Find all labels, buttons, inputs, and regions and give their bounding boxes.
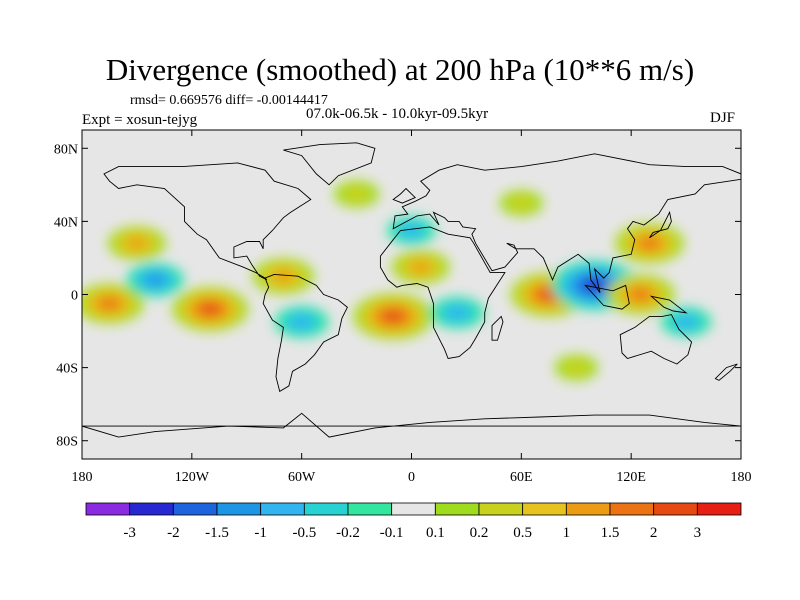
colorbar-swatch: [129, 502, 174, 516]
anomaly-contour: [273, 270, 294, 283]
anomaly-contour: [445, 305, 469, 320]
coastline: [392, 187, 416, 204]
colorbar-swatch: [653, 502, 698, 516]
anomaly-contour: [290, 315, 314, 329]
anomaly-contour: [401, 224, 422, 237]
colorbar-swatch: [609, 502, 655, 516]
x-tick-label: 180: [731, 470, 752, 485]
stats-line: rmsd= 0.669576 diff= -0.00144417: [130, 93, 328, 108]
colorbar: -3 -2 -1.5 -1 -0.5 -0.2 -0.1 0.1 0.2 0.5 1 1.5 2 3: [85, 502, 742, 541]
colorbar-label: 1: [563, 525, 571, 541]
colorbar-swatch: [696, 502, 742, 516]
period-label: 07.0k-06.5k - 10.0kyr-09.5kyr: [306, 106, 489, 122]
colorbar-label: 1.5: [601, 525, 620, 541]
x-tick-label: 120W: [175, 470, 210, 485]
coastline: [283, 142, 376, 186]
coastline: [584, 284, 630, 310]
colorbar-swatch: [478, 502, 524, 516]
x-tick-label: 60E: [510, 470, 533, 485]
x-tick-label: 120E: [616, 470, 646, 485]
colorbar-swatch: [216, 502, 262, 516]
coastline: [82, 412, 741, 438]
coastline: [649, 295, 688, 314]
anomaly-contour: [410, 261, 431, 273]
axis-ticks: 80N 40N 0 40S 80S 180 120W 60W 0 60E 120E 180: [54, 130, 752, 485]
colorbar-label: -0.1: [380, 525, 404, 541]
x-tick-label: 60W: [288, 470, 316, 485]
season-label: DJF: [710, 110, 736, 126]
colorbar-label: -3: [123, 525, 136, 541]
coastline: [262, 273, 348, 393]
colorbar-swatch: [172, 502, 218, 516]
divergence-field: [82, 130, 741, 459]
colorbar-swatch: [391, 502, 436, 516]
colorbar-label: -2: [167, 525, 180, 541]
colorbar-swatch: [522, 502, 567, 516]
coastline: [619, 314, 693, 365]
experiment-label: Expt = xosun-tejyg: [82, 112, 198, 128]
colorbar-label: -0.2: [336, 525, 360, 541]
colorbar-label: -0.5: [292, 525, 316, 541]
colorbar-swatch: [85, 502, 131, 516]
anomaly-contour: [563, 359, 590, 376]
coastline: [103, 162, 312, 281]
anomaly-contour: [100, 298, 119, 310]
colorbar-swatch: [347, 502, 393, 516]
colorbar-swatch: [565, 502, 611, 516]
anomaly-contour: [640, 237, 659, 249]
anomaly-contour: [675, 315, 697, 329]
y-tick-label: 40N: [54, 215, 78, 230]
coastline: [714, 363, 738, 381]
map-title: Divergence (smoothed) at 200 hPa (10**6 …: [105, 52, 695, 87]
anomaly-contour: [127, 237, 147, 249]
x-tick-label: 0: [408, 470, 415, 485]
colorbar-swatch: [434, 502, 480, 516]
coastline: [491, 315, 504, 341]
coastlines: [82, 142, 741, 438]
anomaly-contour: [145, 274, 165, 286]
coastline: [379, 226, 506, 360]
colorbar-swatch: [303, 502, 349, 516]
y-tick-label: 40S: [56, 362, 78, 377]
coastline: [649, 210, 672, 239]
anomaly-contour: [508, 195, 535, 211]
x-tick-label: 180: [72, 470, 93, 485]
anomaly-blobs: [82, 180, 712, 381]
anomaly-contour: [384, 311, 403, 322]
y-tick-label: 80S: [56, 435, 78, 450]
coastline: [392, 153, 741, 293]
colorbar-label: 3: [694, 525, 702, 541]
anomaly-contour: [630, 289, 650, 300]
colorbar-swatch: [260, 502, 305, 516]
colorbar-label: -1: [254, 525, 267, 541]
colorbar-label: 0.5: [513, 525, 532, 541]
colorbar-label: 0.2: [470, 525, 489, 541]
colorbar-label: 2: [650, 525, 658, 541]
y-tick-label: 80N: [54, 142, 78, 157]
anomaly-contour: [201, 304, 219, 315]
colorbar-label: -1.5: [205, 525, 229, 541]
colorbar-label: 0.1: [426, 525, 445, 541]
anomaly-contour: [342, 185, 371, 203]
y-tick-label: 0: [71, 289, 78, 304]
